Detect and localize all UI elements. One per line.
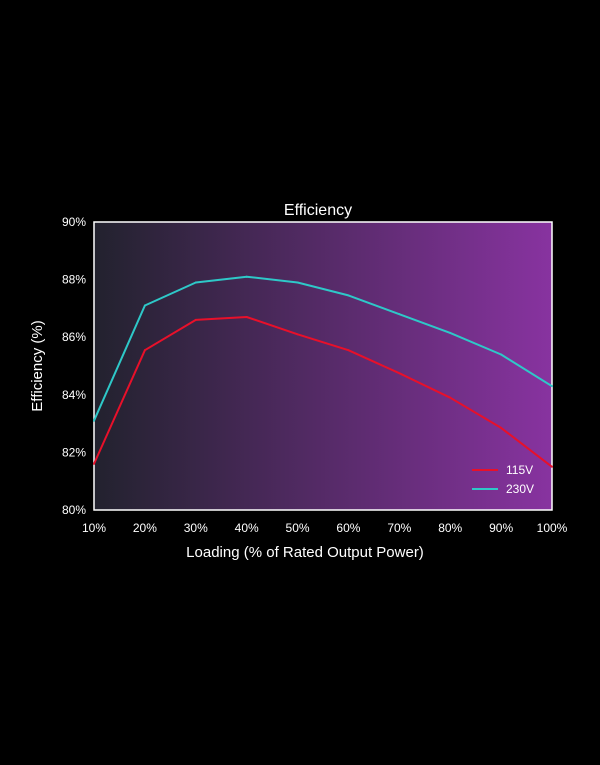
x-tick-label: 80% bbox=[438, 521, 462, 535]
legend: 115V 230V bbox=[472, 463, 534, 496]
x-tick-label: 10% bbox=[82, 521, 106, 535]
y-tick-labels: 80% 82% 84% 86% 88% 90% bbox=[62, 215, 86, 517]
data-point-115v bbox=[500, 426, 503, 429]
series-line-230v bbox=[93, 275, 553, 422]
chart-title: Efficiency bbox=[284, 202, 352, 219]
x-tick-label: 90% bbox=[489, 521, 513, 535]
x-tick-label: 20% bbox=[133, 521, 157, 535]
data-point-230v bbox=[500, 353, 503, 356]
x-tick-label: 50% bbox=[286, 521, 310, 535]
y-tick-label: 88% bbox=[62, 273, 86, 287]
y-tick-label: 82% bbox=[62, 445, 86, 459]
data-point-115v bbox=[93, 462, 95, 465]
data-point-230v bbox=[194, 281, 197, 284]
y-tick-label: 80% bbox=[62, 503, 86, 517]
y-tick-label: 90% bbox=[62, 215, 86, 229]
data-point-230v bbox=[398, 313, 401, 316]
y-axis-label: Efficiency (%) bbox=[29, 320, 46, 411]
legend-label-115v: 115V bbox=[506, 463, 533, 477]
data-point-115v bbox=[551, 465, 553, 468]
data-point-230v bbox=[347, 294, 350, 297]
data-point-230v bbox=[551, 385, 553, 388]
data-point-115v bbox=[245, 316, 248, 319]
data-point-115v bbox=[398, 372, 401, 375]
series-line-115v bbox=[93, 316, 553, 468]
x-axis-label: Loading (% of Rated Output Power) bbox=[186, 544, 424, 561]
plot-area bbox=[93, 221, 553, 511]
x-tick-label: 100% bbox=[537, 521, 568, 535]
data-point-230v bbox=[93, 419, 95, 422]
x-tick-label: 60% bbox=[336, 521, 360, 535]
x-tick-label: 40% bbox=[235, 521, 259, 535]
data-point-115v bbox=[194, 318, 197, 321]
data-point-230v bbox=[296, 281, 299, 284]
x-tick-labels: 10% 20% 30% 40% 50% 60% 70% 80% 90% 100% bbox=[82, 521, 568, 535]
data-point-230v bbox=[245, 275, 248, 278]
data-point-230v bbox=[449, 331, 452, 334]
legend-label-230v: 230V bbox=[506, 482, 534, 496]
x-tick-label: 30% bbox=[184, 521, 208, 535]
series-lines bbox=[93, 275, 553, 468]
y-tick-label: 84% bbox=[62, 388, 86, 402]
data-point-115v bbox=[347, 349, 350, 352]
data-point-115v bbox=[296, 333, 299, 336]
data-point-230v bbox=[143, 304, 146, 307]
y-tick-label: 86% bbox=[62, 330, 86, 344]
data-point-115v bbox=[143, 349, 146, 352]
x-tick-label: 70% bbox=[387, 521, 411, 535]
data-point-115v bbox=[449, 396, 452, 399]
